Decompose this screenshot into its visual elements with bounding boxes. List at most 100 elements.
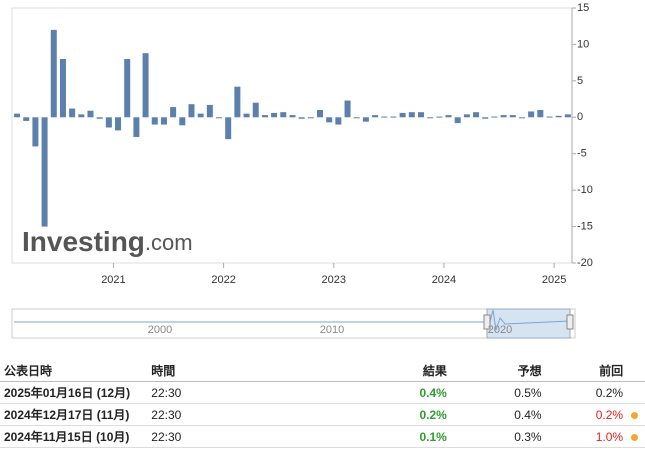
bar bbox=[546, 116, 553, 118]
actual-cell: 0.4% bbox=[394, 381, 451, 404]
y-tick-label: -20 bbox=[577, 257, 593, 269]
bar bbox=[234, 86, 241, 118]
table-header: 公表日時 時間 結果 予想 前回 bbox=[0, 360, 645, 382]
bar bbox=[206, 104, 213, 118]
bar bbox=[509, 115, 516, 118]
y-tick-label: 10 bbox=[577, 38, 589, 50]
navigator-selection[interactable] bbox=[486, 308, 571, 339]
bar bbox=[151, 117, 158, 125]
time-cell: 22:30 bbox=[147, 381, 394, 404]
bar bbox=[50, 29, 57, 118]
bar bbox=[179, 117, 186, 126]
header-cell: 結果 bbox=[394, 360, 451, 382]
bar bbox=[115, 117, 122, 131]
actual-cell: 0.1% bbox=[394, 425, 451, 448]
header-cell: 時間 bbox=[147, 360, 394, 382]
bar bbox=[197, 113, 204, 118]
plot-frame bbox=[11, 7, 573, 264]
x-tick-label: 2025 bbox=[542, 274, 566, 286]
bar bbox=[252, 102, 259, 118]
bar bbox=[225, 117, 232, 140]
bar bbox=[463, 114, 470, 118]
bar bbox=[87, 110, 94, 118]
navigator-label: 2020 bbox=[488, 324, 512, 336]
watermark-main: Investing bbox=[22, 226, 145, 257]
bar bbox=[142, 53, 149, 118]
y-tick-label: 0 bbox=[577, 111, 583, 123]
bar bbox=[289, 115, 296, 118]
time-cell: 22:30 bbox=[147, 403, 394, 426]
previous-cell: 0.2% bbox=[545, 381, 628, 404]
bar bbox=[555, 115, 562, 118]
bar bbox=[381, 116, 388, 118]
bar bbox=[133, 117, 140, 137]
bar bbox=[491, 116, 498, 118]
header-cell: 前回 bbox=[545, 360, 628, 382]
navigator: 2000 2010 2020 bbox=[11, 308, 576, 339]
bar bbox=[500, 115, 507, 118]
revision-dot bbox=[631, 411, 639, 419]
bar bbox=[243, 113, 250, 118]
y-tick-label: -10 bbox=[577, 184, 593, 196]
bar bbox=[408, 112, 415, 118]
bar bbox=[188, 104, 195, 118]
header-cell: 予想 bbox=[450, 360, 546, 382]
navigator-handle[interactable] bbox=[566, 314, 574, 330]
bar bbox=[124, 59, 131, 118]
y-tick-label: -5 bbox=[577, 148, 587, 160]
date-cell: 2024年12月17日 (11月) bbox=[0, 403, 148, 426]
bar bbox=[390, 116, 397, 118]
navigator-handle[interactable] bbox=[483, 314, 491, 330]
bar bbox=[280, 112, 287, 118]
dot-cell bbox=[627, 425, 645, 448]
x-tick-label: 2021 bbox=[101, 274, 125, 286]
bar bbox=[473, 112, 480, 118]
data-table: 公表日時 時間 結果 予想 前回 2025年01月16日 (12月) 22:30 … bbox=[0, 360, 645, 448]
bar bbox=[96, 117, 103, 119]
forecast-cell: 0.5% bbox=[450, 381, 546, 404]
bar bbox=[160, 117, 167, 125]
bar bbox=[454, 117, 461, 124]
bar bbox=[271, 112, 278, 118]
bar bbox=[445, 115, 452, 118]
bar bbox=[170, 107, 177, 118]
forecast-cell: 0.3% bbox=[450, 425, 546, 448]
empty-cell bbox=[627, 381, 645, 404]
revision-dot bbox=[631, 433, 639, 441]
watermark-suffix: .com bbox=[145, 230, 193, 255]
table-row: 2025年01月16日 (12月) 22:30 0.4% 0.5% 0.2% bbox=[0, 381, 645, 404]
bar bbox=[41, 117, 48, 227]
y-tick-label: -15 bbox=[577, 220, 593, 232]
bar bbox=[298, 117, 305, 119]
x-tick-label: 2022 bbox=[211, 274, 235, 286]
x-tick-label: 2023 bbox=[322, 274, 346, 286]
bar bbox=[344, 100, 351, 118]
bar bbox=[372, 115, 379, 118]
y-tick-label: 5 bbox=[577, 75, 583, 87]
time-cell: 22:30 bbox=[147, 425, 394, 448]
bar bbox=[335, 117, 342, 125]
bar bbox=[105, 117, 112, 128]
bar bbox=[528, 111, 535, 118]
bar bbox=[417, 112, 424, 118]
navigator-frame bbox=[11, 308, 576, 339]
bar bbox=[564, 114, 571, 118]
bar bbox=[69, 108, 76, 118]
header-cell bbox=[627, 360, 645, 382]
bar bbox=[537, 110, 544, 118]
bar bbox=[14, 113, 21, 118]
bar bbox=[59, 59, 66, 118]
header-cell: 公表日時 bbox=[0, 360, 148, 382]
bar bbox=[32, 117, 39, 147]
navigator-line bbox=[14, 309, 571, 331]
bar bbox=[436, 116, 443, 118]
bar bbox=[518, 117, 525, 119]
navigator-label: 2010 bbox=[320, 324, 344, 336]
bar bbox=[326, 117, 333, 123]
previous-cell: 1.0% bbox=[545, 425, 628, 448]
x-tick-label: 2024 bbox=[432, 274, 456, 286]
chart: Investing.com 2000 2010 2020 15 10 5 0 -5 -10 -1… bbox=[11, 2, 593, 339]
previous-cell: 0.2% bbox=[545, 403, 628, 426]
y-tick-label: 15 bbox=[577, 2, 589, 14]
